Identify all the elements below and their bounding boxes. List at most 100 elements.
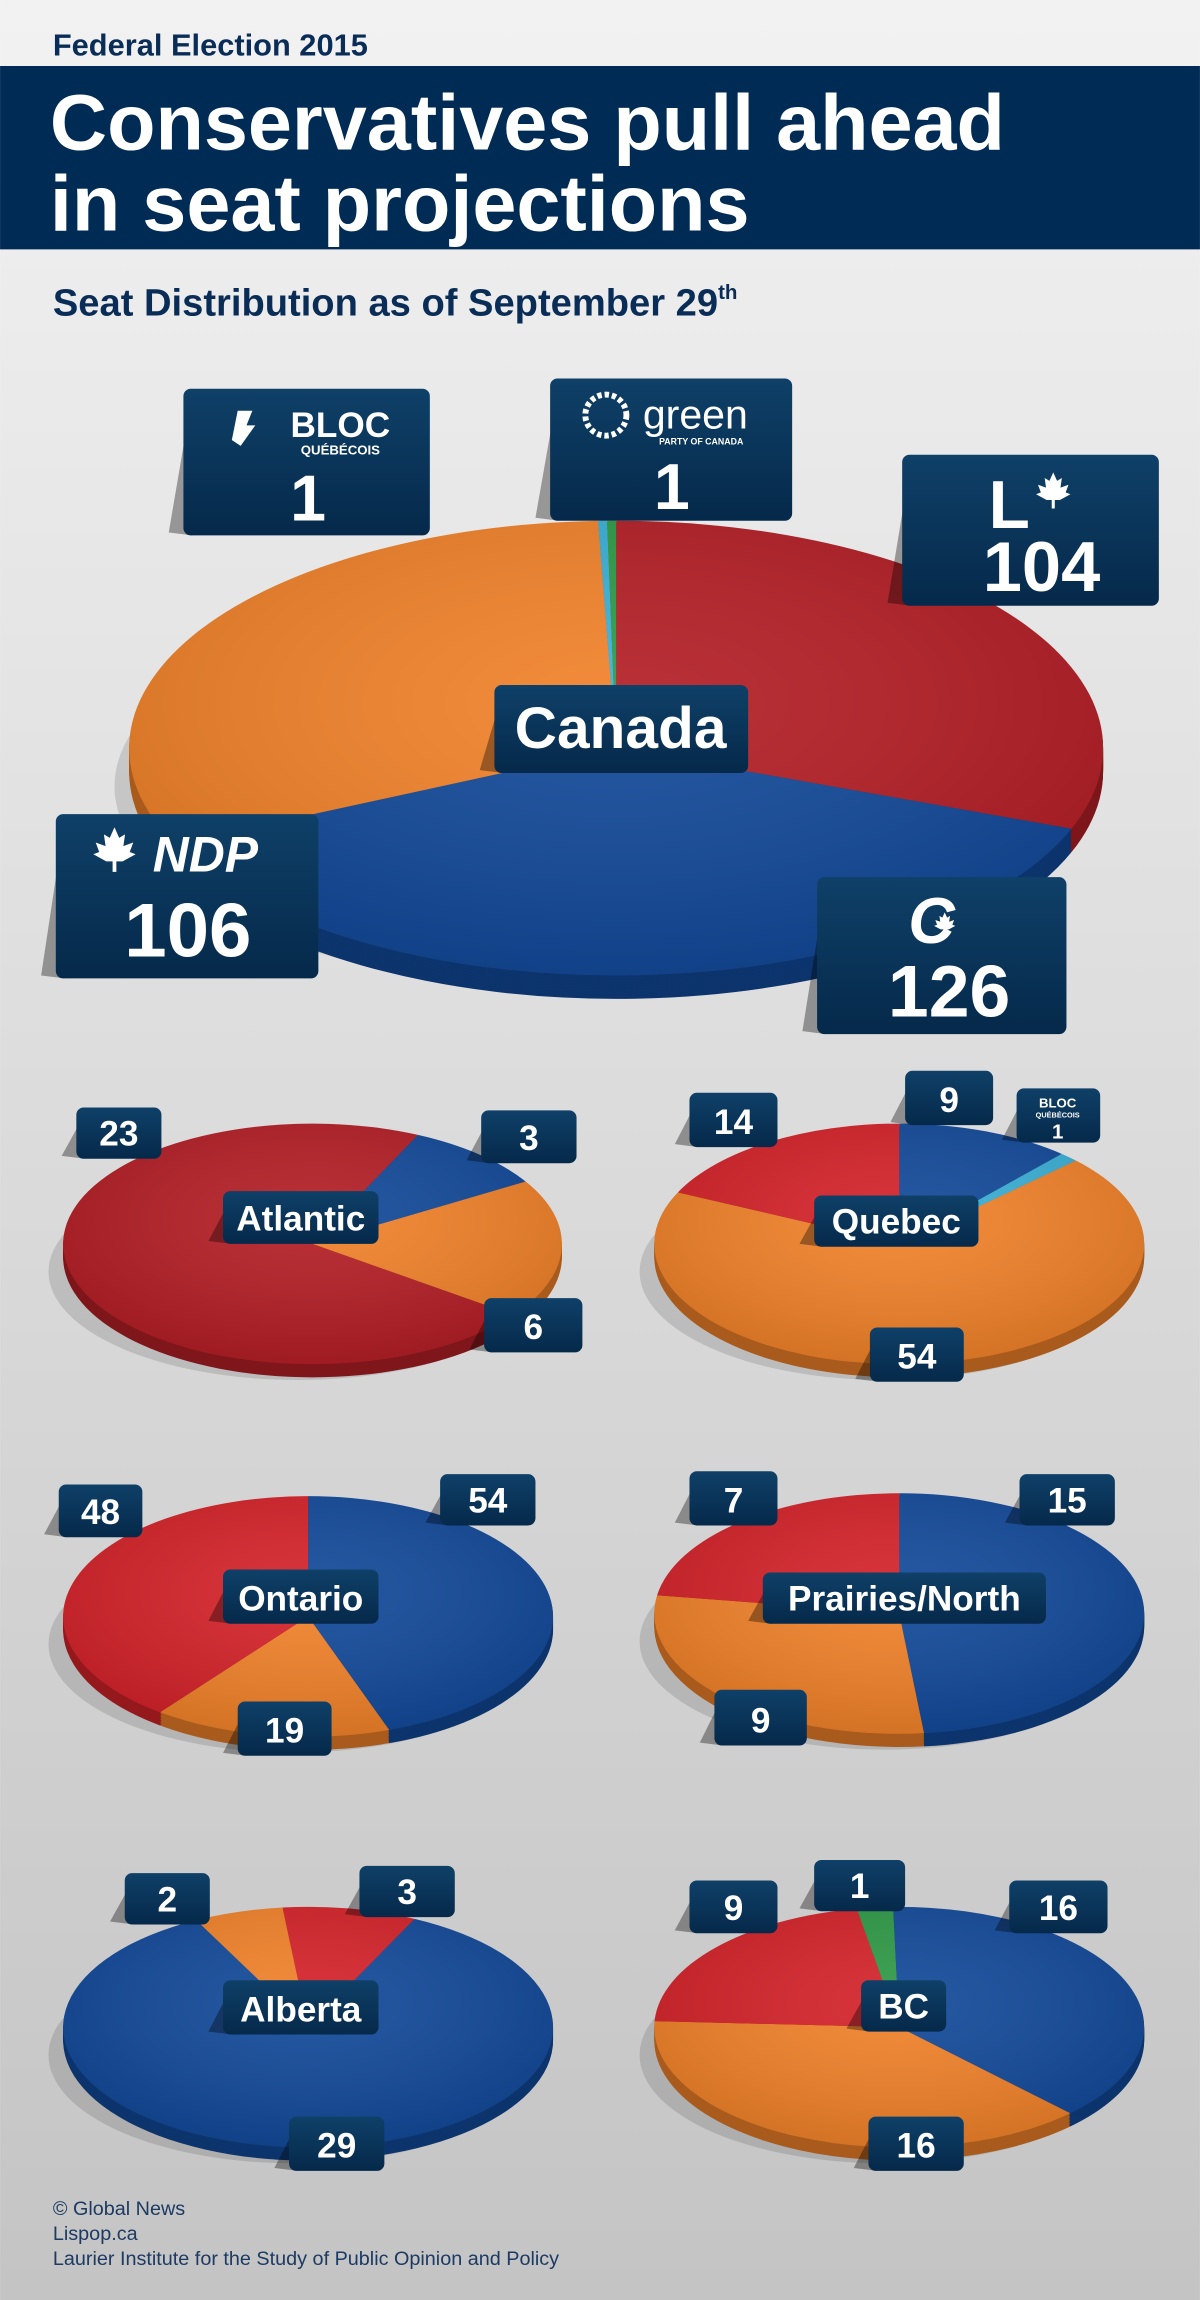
seat-count-atlantic-liberal: 23 xyxy=(99,1115,138,1154)
region-prairies-name: Prairies/North xyxy=(788,1580,1021,1619)
maple-leaf-icon xyxy=(93,827,136,872)
subtitle: Seat Distribution as of September 29th xyxy=(53,281,738,324)
region-alberta-name: Alberta xyxy=(240,1990,362,2029)
label-atlantic-ndp: 6 xyxy=(469,1298,583,1353)
label-ontario-liberal: 48 xyxy=(44,1484,143,1538)
bloc-logo-icon xyxy=(231,410,256,446)
seat-count-atlantic-ndp: 6 xyxy=(523,1308,543,1347)
green-logo-text: green xyxy=(643,391,748,437)
label-quebec-ndp: 54 xyxy=(855,1327,964,1382)
tag-box xyxy=(868,2116,964,2171)
maple-leaf-icon xyxy=(1036,472,1071,509)
green-flower-icon xyxy=(582,391,630,439)
footer-source-link: Lispop.ca xyxy=(53,2223,139,2245)
seat-count-prairies-conservative: 15 xyxy=(1048,1481,1087,1520)
seat-count-alberta-liberal: 3 xyxy=(397,1873,417,1912)
seat-count-prairies-liberal: 7 xyxy=(724,1481,744,1520)
tag-box xyxy=(237,1701,332,1756)
tag-box xyxy=(814,1195,979,1247)
seat-count-quebec-conservative: 9 xyxy=(939,1081,959,1120)
label-canada: Canada xyxy=(479,685,749,774)
label-alberta-ndp: 2 xyxy=(110,1873,210,1925)
seat-count-conservative: 126 xyxy=(888,951,1010,1033)
seat-count-bloc: 1 xyxy=(290,463,326,535)
seat-count-ontario-conservative: 54 xyxy=(468,1481,508,1520)
label-quebec-conservative: 9 xyxy=(890,1070,994,1126)
tag-box xyxy=(814,1859,906,1912)
green-logo-subtext: PARTY OF CANADA xyxy=(659,436,744,446)
label-prairies-name: Prairies/North xyxy=(748,1572,1046,1624)
pie-quebec xyxy=(639,1123,1145,1381)
tag-box xyxy=(223,1191,379,1244)
bloc-logo-text-small: BLOC xyxy=(1039,1095,1077,1110)
seat-count-ndp: 106 xyxy=(124,888,251,973)
tag-box xyxy=(359,1865,455,1918)
footer: © Global News Lispop.ca Laurier Institut… xyxy=(53,2198,559,2270)
page-title-line2: in seat projections xyxy=(50,158,750,247)
seat-count-green: 1 xyxy=(654,451,690,523)
title-band xyxy=(0,66,1200,250)
seat-count-quebec-bloc: 1 xyxy=(1052,1120,1063,1143)
label-prairies-liberal: 7 xyxy=(674,1471,778,1526)
label-quebec-name: Quebec xyxy=(799,1195,979,1247)
seat-count-bc-ndp: 16 xyxy=(897,2127,936,2166)
seat-count-quebec-ndp: 54 xyxy=(897,1338,937,1377)
seat-count-alberta-conservative: 29 xyxy=(317,2127,356,2166)
label-bc-liberal: 9 xyxy=(674,1880,778,1934)
seat-count-bc-green: 1 xyxy=(850,1867,870,1906)
tag-box xyxy=(223,1569,379,1624)
label-ontario-name: Ontario xyxy=(208,1569,379,1624)
footer-copyright: © Global News xyxy=(53,2198,185,2220)
label-ontario-ndp: 19 xyxy=(223,1701,332,1756)
seat-count-bc-liberal: 9 xyxy=(724,1889,744,1928)
ndp-logo-text: NDP xyxy=(153,826,259,882)
label-bc-name: BC xyxy=(846,1980,947,2032)
seat-count-quebec-liberal: 14 xyxy=(714,1103,754,1142)
label-prairies-conservative: 15 xyxy=(1004,1474,1115,1526)
region-quebec-name: Quebec xyxy=(832,1203,961,1242)
label-prairies-ndp: 9 xyxy=(699,1689,807,1746)
pie-bc xyxy=(639,1906,1145,2164)
label-alberta-name: Alberta xyxy=(208,1980,379,2035)
tag-box xyxy=(902,454,1159,606)
pie-ontario xyxy=(48,1496,554,1753)
seat-count-bc-conservative: 16 xyxy=(1039,1889,1078,1928)
label-alberta-conservative: 29 xyxy=(274,2116,385,2171)
tag-box xyxy=(494,685,749,774)
pie-charts xyxy=(48,520,1145,2164)
bloc-logo-subtext-small: QUÉBÉCOIS xyxy=(1036,1111,1080,1120)
tag-box xyxy=(689,1471,778,1526)
label-atlantic-name: Atlantic xyxy=(208,1191,379,1244)
label-bc-green: 1 xyxy=(799,1859,906,1912)
seat-count-atlantic-conservative: 3 xyxy=(519,1119,539,1158)
tag-box xyxy=(817,877,1067,1035)
seat-count-liberal: 104 xyxy=(983,527,1100,606)
tag-box xyxy=(481,1110,577,1164)
tag-box xyxy=(484,1298,583,1353)
tag-box xyxy=(762,1572,1046,1624)
tag-box xyxy=(1009,1880,1108,1934)
label-atlantic-conservative: 3 xyxy=(466,1110,577,1164)
seat-count-ontario-liberal: 48 xyxy=(81,1493,120,1532)
tag-box xyxy=(76,1107,162,1159)
bloc-logo-text: BLOC xyxy=(291,406,391,445)
seat-count-ontario-ndp: 19 xyxy=(265,1712,304,1751)
tag-box xyxy=(58,1484,143,1538)
tag-box xyxy=(1016,1088,1101,1143)
label-alberta-liberal: 3 xyxy=(344,1865,455,1918)
tag-box xyxy=(905,1070,994,1126)
region-bc-name: BC xyxy=(878,1987,929,2026)
tag-box xyxy=(440,1474,536,1526)
tag-box xyxy=(689,1092,778,1148)
region-ontario-name: Ontario xyxy=(238,1580,363,1619)
kicker: Federal Election 2015 xyxy=(53,28,368,63)
maple-leaf-icon xyxy=(934,912,956,935)
tag-box xyxy=(223,1980,379,2035)
tag-box xyxy=(869,1327,964,1382)
